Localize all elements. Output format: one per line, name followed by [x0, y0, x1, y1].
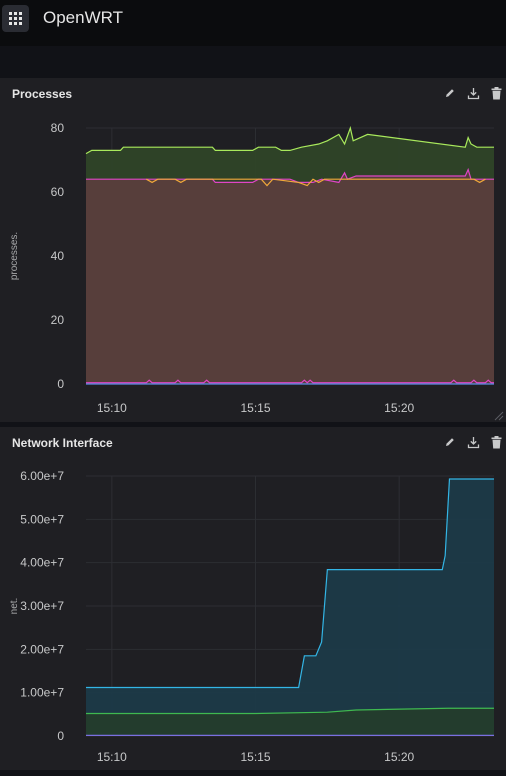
x-tick-label: 15:15: [241, 750, 271, 764]
download-icon[interactable]: [466, 435, 480, 449]
y-axis-label: processes.: [9, 232, 20, 280]
series-area-1: [86, 708, 494, 736]
y-tick-label: 80: [51, 121, 65, 135]
x-tick-label: 15:10: [97, 750, 127, 764]
y-tick-label: 40: [51, 249, 65, 263]
edit-icon[interactable]: [443, 435, 457, 449]
y-tick-label: 5.00e+7: [20, 512, 64, 526]
panel-title: Network Interface: [12, 436, 113, 450]
y-tick-label: 0: [57, 729, 64, 743]
y-tick-label: 1.00e+7: [20, 686, 64, 700]
series-line-0: [86, 478, 494, 689]
y-tick-label: 20: [51, 313, 65, 327]
x-tick-label: 15:10: [97, 401, 127, 415]
resize-handle-icon[interactable]: [492, 408, 504, 421]
delete-icon[interactable]: [489, 435, 503, 449]
series-line-1: [86, 707, 494, 715]
apps-menu-button[interactable]: [2, 5, 29, 32]
top-bar: OpenWRT: [0, 0, 506, 46]
x-tick-label: 15:20: [384, 401, 414, 415]
y-tick-label: 3.00e+7: [20, 599, 64, 613]
y-tick-label: 2.00e+7: [20, 642, 64, 656]
y-tick-label: 60: [51, 185, 65, 199]
network-interface-chart: 0 1.00e+7 2.00e+7 3.00e+7 4.00e+7 5.00e+7 6.00…: [9, 469, 494, 764]
panel-title: Processes: [12, 87, 73, 101]
processes-panel: Processes 0 20 40 60 80 15:10 15:15 15:20 proces…: [0, 78, 506, 422]
x-tick-label: 15:20: [384, 750, 414, 764]
series-area-1: [86, 169, 494, 384]
x-tick-label: 15:15: [241, 401, 271, 415]
y-axis-label: net.: [9, 598, 20, 615]
dashboard-title: OpenWRT: [43, 8, 123, 27]
panel-toolbar: [443, 86, 503, 100]
series-line-1: [86, 167, 494, 184]
delete-icon[interactable]: [489, 86, 503, 100]
series-line-0: [85, 125, 494, 155]
processes-chart: 0 20 40 60 80 15:10 15:15 15:20 processes.: [9, 121, 494, 415]
panel-toolbar: [443, 435, 503, 449]
y-tick-label: 0: [57, 377, 64, 391]
y-tick-label: 6.00e+7: [20, 469, 64, 483]
edit-icon[interactable]: [443, 86, 457, 100]
series-line-3: [86, 379, 494, 384]
series-line-2: [146, 178, 486, 187]
network-interface-panel: Network Interface 0 1.00e+7 2.00e+7 3.00e+7…: [0, 427, 506, 770]
download-icon[interactable]: [466, 86, 480, 100]
series-area-0: [86, 479, 494, 736]
y-tick-label: 4.00e+7: [20, 556, 64, 570]
apps-grid-icon: [9, 12, 22, 25]
